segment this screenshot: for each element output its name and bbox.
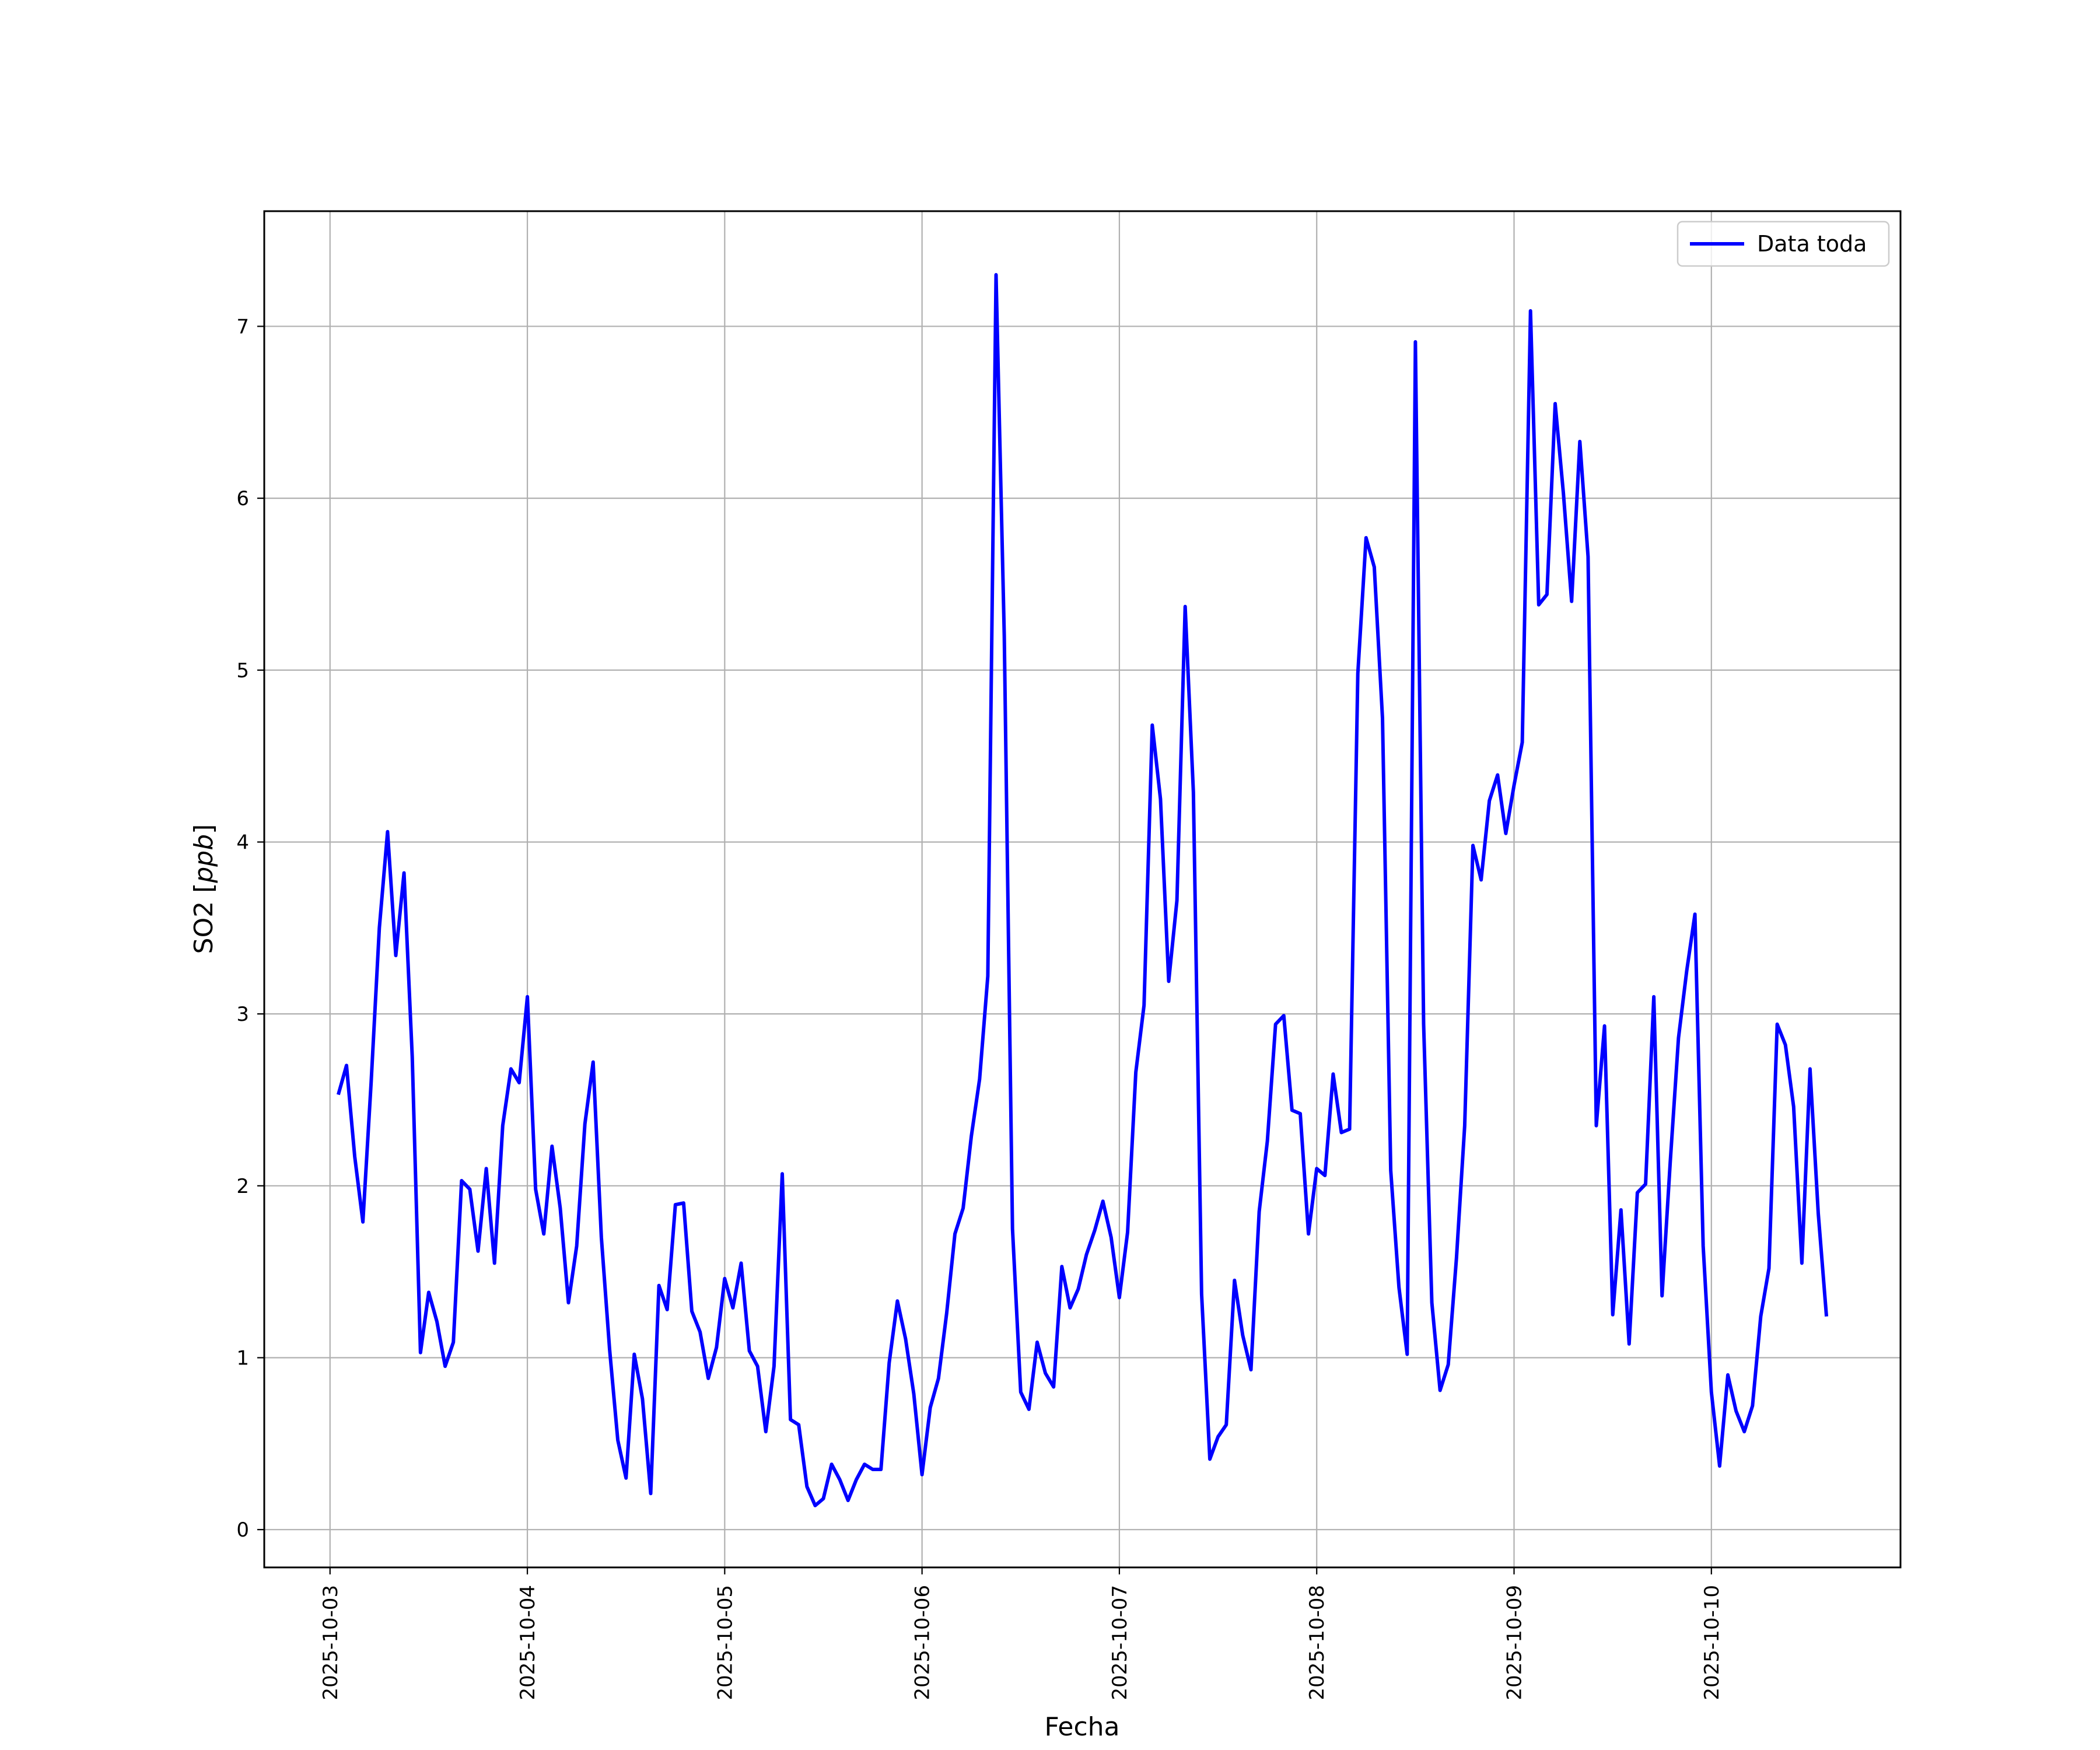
y-tick-label: 5 [236,659,249,682]
y-tick-label: 6 [236,487,249,510]
y-tick-labels: 0 1 2 3 4 5 6 7 [236,315,249,1542]
x-tick-labels: 2025-10-03 2025-10-04 2025-10-05 2025-10-06… [319,1585,1724,1700]
legend-label: Data toda [1757,231,1867,257]
legend-box [1676,220,1890,267]
x-tick-label: 2025-10-03 [319,1585,342,1700]
x-tick-label: 2025-10-05 [713,1585,737,1700]
y-tick-label: 3 [236,1003,249,1026]
plot-frame [263,210,1902,1569]
y-axis-label-main: SO2 [189,893,219,954]
series-line-0 [337,273,1829,1507]
series-lines [337,273,1829,1507]
x-tick-label: 2025-10-10 [1700,1585,1724,1700]
gridlines [264,211,1901,1567]
y-axis-label: SO2 [ppb] [189,824,219,954]
x-tick-label: 2025-10-08 [1306,1585,1329,1700]
y-axis-label-unit-close: ] [189,824,219,834]
legend: Data toda [1676,220,1890,267]
x-tick-label: 2025-10-04 [516,1585,540,1700]
axis-ticks [257,326,1712,1574]
y-tick-label: 7 [236,315,249,338]
x-axis-label: Fecha [1044,1712,1119,1742]
y-tick-label: 1 [236,1346,249,1370]
y-axis-label-unit: ppb [189,834,219,884]
x-tick-label: 2025-10-07 [1108,1585,1132,1700]
y-axis-label-unit-open: [ [189,883,219,893]
x-tick-label: 2025-10-09 [1503,1585,1527,1700]
y-tick-label: 0 [236,1518,249,1542]
y-tick-label: 4 [236,831,249,854]
y-tick-label: 2 [236,1175,249,1198]
x-tick-label: 2025-10-06 [911,1585,935,1700]
